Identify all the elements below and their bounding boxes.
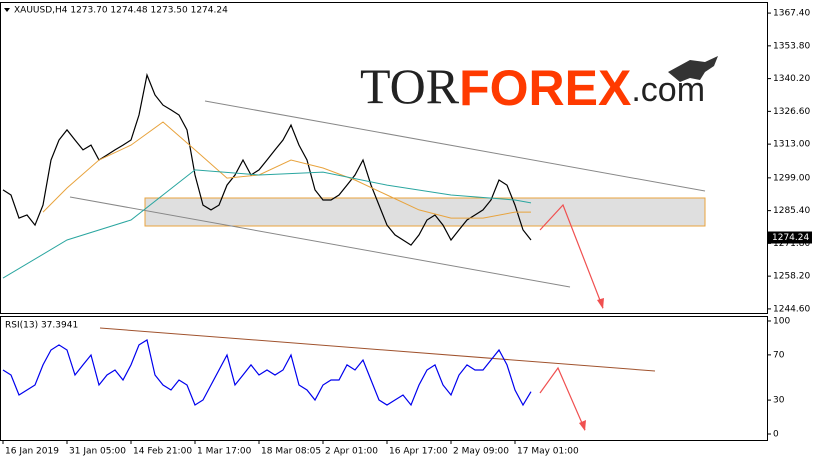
channel-upper <box>204 100 706 192</box>
zone <box>144 197 706 227</box>
rsi-title: RSI(13) 37.3941 <box>5 321 78 331</box>
y-tick-label: 1244.60 <box>773 304 810 314</box>
watermark-tor: TOR <box>360 58 460 114</box>
x-tick-label: 16 Apr 17:00 <box>389 447 448 457</box>
y-tick-label: 1313.00 <box>773 140 810 150</box>
y-tick-label: 1340.20 <box>773 74 810 84</box>
series-line <box>42 121 531 219</box>
chart-title: XAUUSD,H4 1273.70 1274.48 1273.50 1274.2… <box>14 6 228 16</box>
y-tick-label: 1367.40 <box>773 9 810 19</box>
y-tick-label: 1299.00 <box>773 173 810 183</box>
forecast-arrow <box>539 203 604 309</box>
current-price-label: 1274.24 <box>772 233 809 243</box>
x-tick-label: 2 May 09:00 <box>453 447 509 457</box>
x-tick-label: 18 Mar 08:05 <box>261 447 321 457</box>
y-tick-label: 1271.80 <box>773 239 810 249</box>
y-tick-label: 30 <box>773 396 785 406</box>
x-tick-label: 14 Feb 21:00 <box>133 447 192 457</box>
x-tick-label: 16 Jan 2019 <box>5 447 59 457</box>
x-tick-label: 2 Apr 01:00 <box>325 447 378 457</box>
y-tick-label: 1258.20 <box>773 272 810 282</box>
logo-bull <box>668 56 718 82</box>
y-tick-label: 1326.60 <box>773 107 810 117</box>
rsi-trendline <box>99 327 656 372</box>
symbol-icon <box>4 8 10 12</box>
current-price-box <box>768 231 812 244</box>
rsi-panel <box>0 316 768 441</box>
watermark-forex: FOREX <box>459 60 631 116</box>
x-tick-label: 1 Mar 17:00 <box>197 447 252 457</box>
y-tick-label: 0 <box>773 430 779 440</box>
y-tick-label: 70 <box>773 350 785 360</box>
y-tick-label: 1353.80 <box>773 41 810 51</box>
series-line <box>2 169 532 279</box>
rsi-forecast-arrow <box>539 366 586 431</box>
series-line <box>2 339 532 407</box>
arrow-head <box>597 298 604 309</box>
y-tick-label: 1285.40 <box>773 206 810 216</box>
series-line <box>2 72 532 246</box>
x-tick-label: 17 May 01:00 <box>517 447 579 457</box>
channel-lower <box>69 196 571 288</box>
arrow-head <box>579 420 586 431</box>
y-tick-label: 100 <box>773 316 790 326</box>
x-tick-label: 31 Jan 05:00 <box>69 447 126 457</box>
main-panel <box>0 2 768 314</box>
